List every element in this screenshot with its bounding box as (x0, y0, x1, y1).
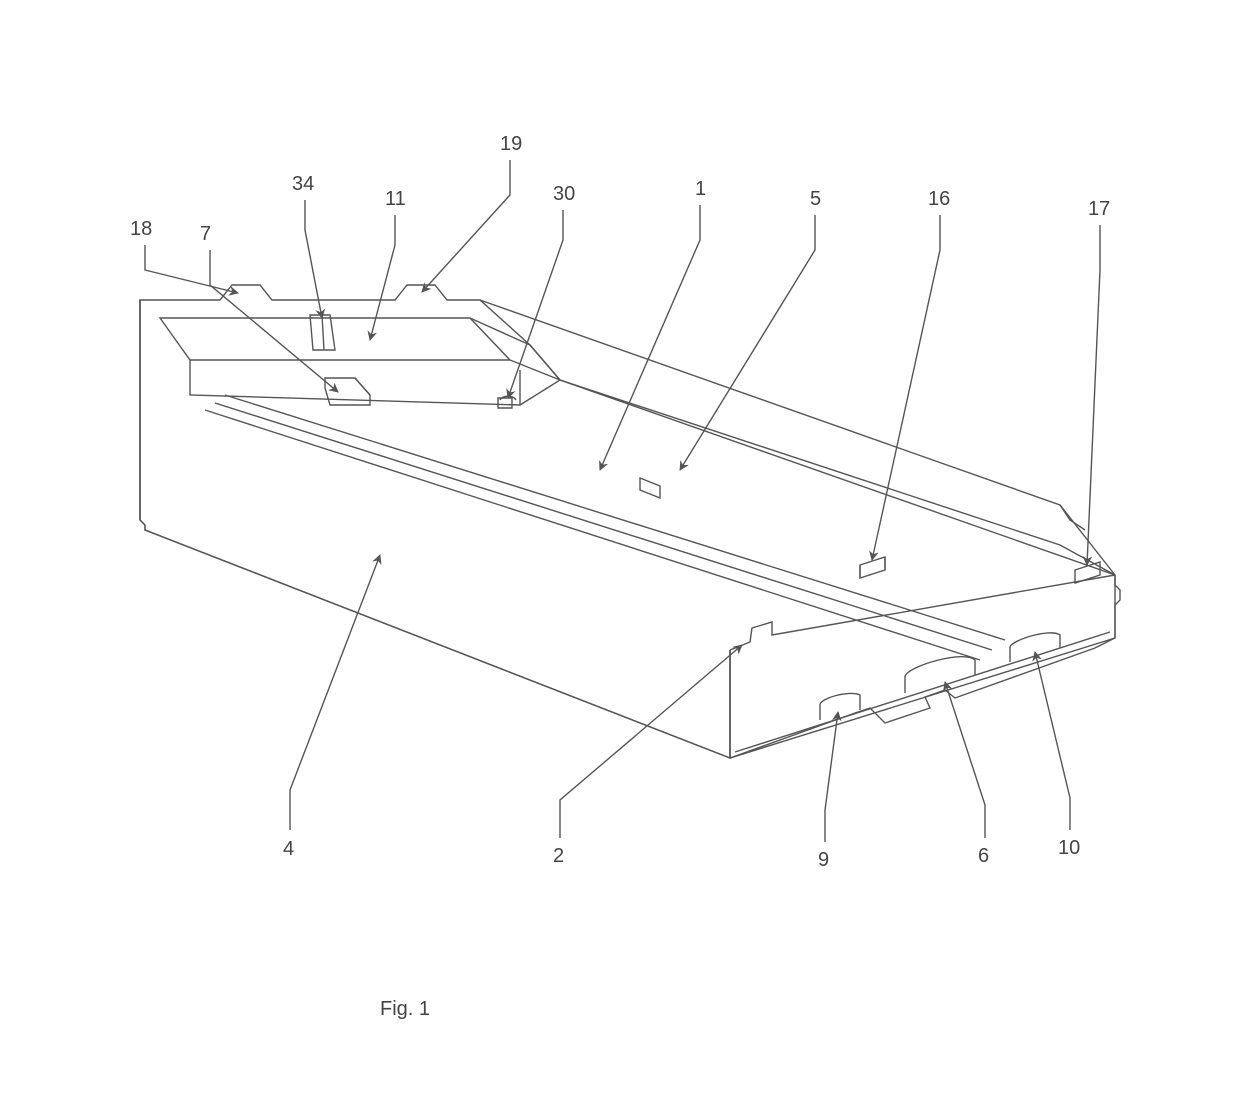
label-10: 10 (1058, 837, 1080, 859)
label-30: 30 (553, 183, 575, 205)
label-11: 11 (385, 188, 406, 210)
label-9: 9 (818, 849, 829, 871)
figure-canvas: 18 7 34 11 19 30 1 5 16 17 4 2 (0, 0, 1240, 1105)
label-4: 4 (283, 838, 294, 860)
tray-drawing (140, 285, 1120, 758)
label-34: 34 (292, 173, 314, 195)
label-2: 2 (553, 845, 564, 867)
label-5: 5 (810, 188, 821, 210)
label-6: 6 (978, 845, 989, 867)
label-18: 18 (130, 218, 152, 240)
label-7: 7 (200, 223, 211, 245)
label-16: 16 (928, 188, 950, 210)
callouts: 18 7 34 11 19 30 1 5 16 17 4 2 (130, 133, 1110, 871)
label-19: 19 (500, 133, 522, 155)
figure-caption: Fig. 1 (380, 998, 430, 1020)
label-17: 17 (1088, 198, 1110, 220)
label-1: 1 (695, 178, 706, 200)
